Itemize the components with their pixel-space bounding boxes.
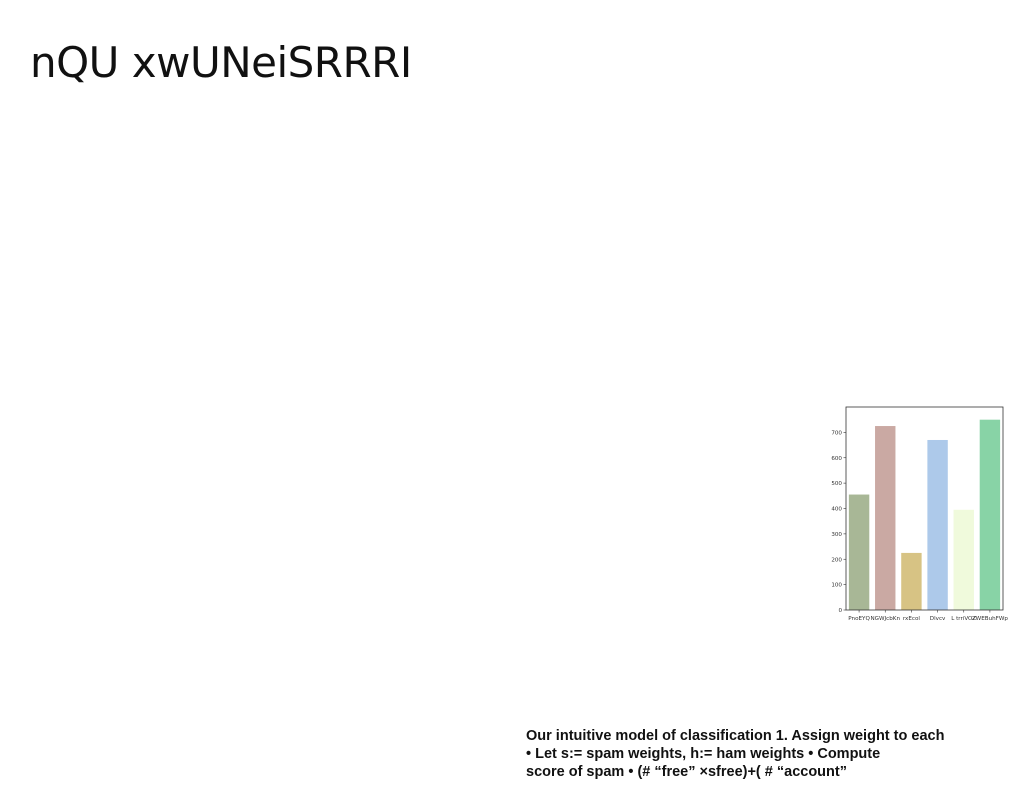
slide-caption: Our intuitive model of classification 1.… [526,727,1024,781]
y-tick-label: 100 [831,583,842,589]
x-tick-label: Dlvcv [930,616,946,622]
y-tick-label: 700 [831,430,842,436]
slide-title: nQU xwUNeiSRRRI [30,38,412,87]
caption-line-3: score of spam • (# “free” ×sfree)+( # “a… [526,764,847,780]
chart-x-axis: PnoEYQ NGWJcbKn rxEcol Dlvcv L trriVOZZWEBuh… [848,610,1008,622]
y-tick-label: 600 [831,456,842,462]
bar-chart-svg: 0 100 200 300 400 500 600 700 PnoEYQ NGWJcbKn rxE… [831,406,1008,622]
x-tick-label: L trriVOZ [951,616,976,622]
caption-line-1: Our intuitive model of classification 1.… [526,728,945,744]
bar-zwebuhfwp [979,419,1001,610]
x-tick-label: ZWEBuhFWp [972,616,1009,622]
x-tick-label: PnoEYQ [848,616,870,622]
chart-frame [845,406,1004,611]
bar-pnoeyq [848,494,870,610]
bar-dlvcv [927,439,948,610]
bar-rxecol [901,552,922,610]
bar-ngwjcbkn [875,426,896,610]
caption-line-2: • Let s:= spam weights, h:= ham weights … [526,746,881,762]
x-tick-label: NGWJcbKn [870,616,900,622]
y-tick-label: 400 [831,507,842,513]
y-tick-label: 0 [838,608,842,614]
bar-l-trrivoz [953,509,974,610]
y-tick-label: 300 [831,532,842,538]
x-tick-label: rxEcol [903,616,920,622]
y-tick-label: 200 [831,557,842,563]
y-tick-label: 500 [831,481,842,487]
chart-bars [848,419,1001,610]
bar-chart: 0 100 200 300 400 500 600 700 PnoEYQ NGWJcbKn rxE… [826,402,1010,628]
chart-y-axis: 0 100 200 300 400 500 600 700 [831,430,846,614]
